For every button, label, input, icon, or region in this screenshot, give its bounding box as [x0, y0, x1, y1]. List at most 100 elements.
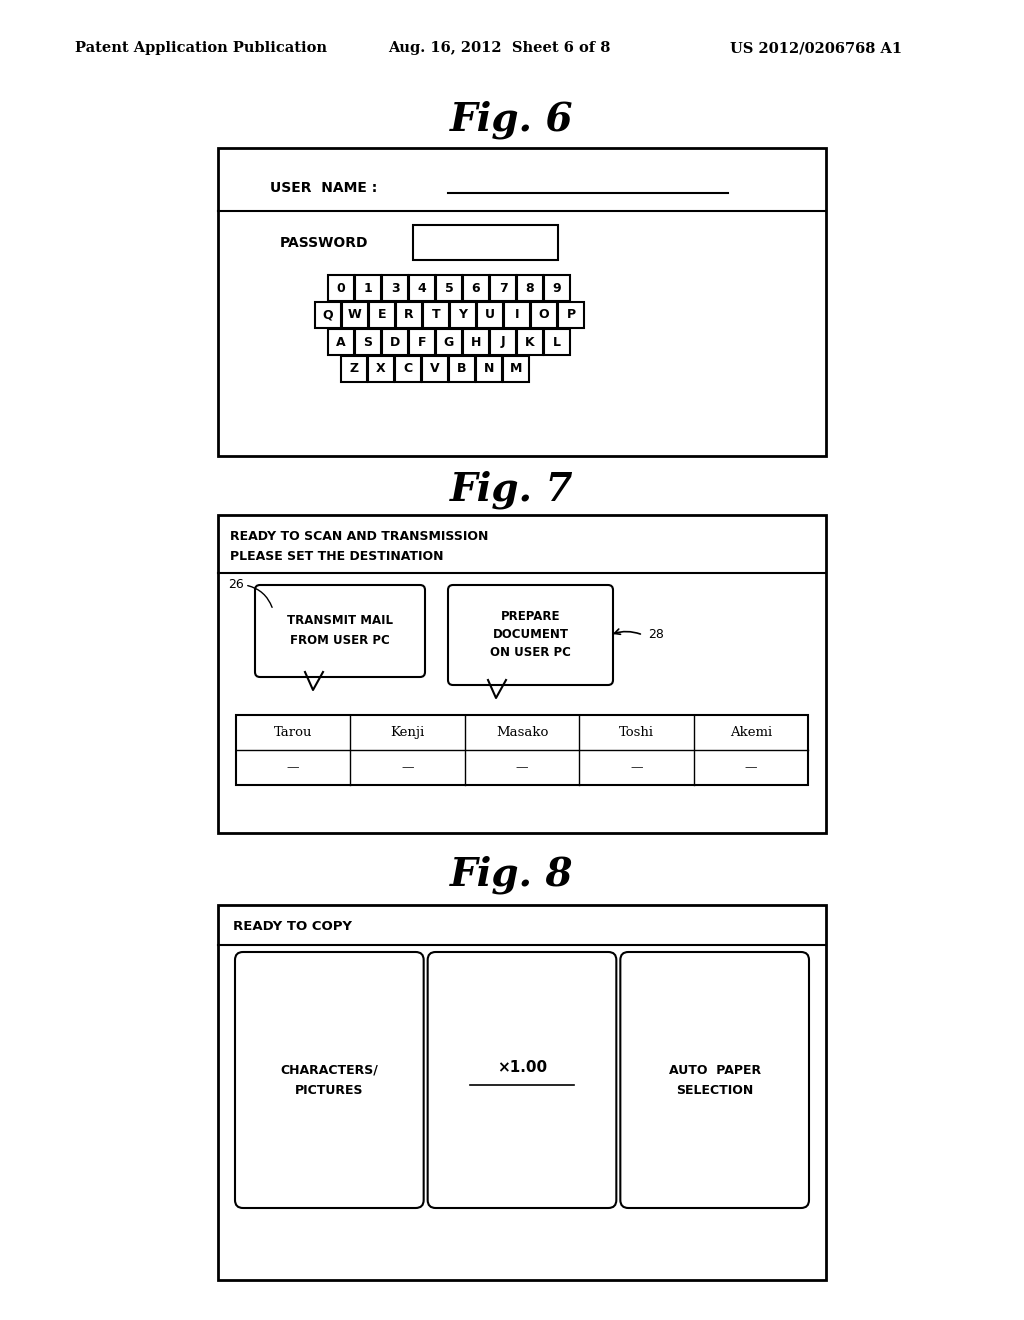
Text: US 2012/0206768 A1: US 2012/0206768 A1 [730, 41, 902, 55]
Text: —: — [744, 762, 757, 774]
Text: T: T [432, 309, 440, 322]
Bar [382, 329, 408, 355]
Text: B: B [458, 363, 467, 375]
Text: I: I [515, 309, 519, 322]
Text: PLEASE SET THE DESTINATION: PLEASE SET THE DESTINATION [230, 550, 443, 564]
FancyBboxPatch shape [428, 952, 616, 1208]
Text: Toshi: Toshi [618, 726, 654, 739]
Text: ×1.00: ×1.00 [497, 1060, 547, 1076]
Text: DOCUMENT: DOCUMENT [493, 628, 568, 642]
Text: Tarou: Tarou [274, 726, 312, 739]
Text: E: E [378, 309, 386, 322]
Text: J: J [501, 335, 505, 348]
Bar [477, 302, 503, 327]
Text: SELECTION: SELECTION [676, 1084, 754, 1097]
Text: V: V [430, 363, 440, 375]
Text: G: G [443, 335, 454, 348]
Bar [369, 302, 395, 327]
Bar [368, 356, 394, 381]
Text: C: C [403, 363, 413, 375]
Bar [218, 906, 826, 1280]
Bar [355, 275, 381, 301]
Bar [218, 148, 826, 455]
Bar [449, 356, 475, 381]
Text: TRANSMIT MAIL: TRANSMIT MAIL [287, 615, 393, 627]
FancyBboxPatch shape [234, 952, 424, 1208]
Text: 8: 8 [525, 281, 535, 294]
Text: D: D [390, 335, 400, 348]
Text: 0: 0 [337, 281, 345, 294]
Bar [436, 275, 462, 301]
Bar [342, 302, 368, 327]
Bar [463, 275, 489, 301]
Bar [531, 302, 557, 327]
Bar [409, 275, 435, 301]
Text: Masako: Masako [496, 726, 548, 739]
Text: W: W [348, 309, 361, 322]
Text: 26: 26 [228, 578, 244, 591]
Text: Aug. 16, 2012  Sheet 6 of 8: Aug. 16, 2012 Sheet 6 of 8 [388, 41, 610, 55]
Text: Fig. 7: Fig. 7 [451, 471, 573, 510]
Text: 1: 1 [364, 281, 373, 294]
Text: PICTURES: PICTURES [295, 1084, 364, 1097]
Text: 5: 5 [444, 281, 454, 294]
Bar [382, 275, 408, 301]
Text: 4: 4 [418, 281, 426, 294]
Text: USER  NAME :: USER NAME : [270, 181, 377, 195]
Bar [517, 275, 543, 301]
Text: ON USER PC: ON USER PC [490, 647, 571, 660]
Text: A: A [336, 335, 346, 348]
Text: —: — [630, 762, 643, 774]
Bar [236, 715, 808, 785]
Text: O: O [539, 309, 549, 322]
Text: U: U [485, 309, 495, 322]
Bar [423, 302, 449, 327]
Text: K: K [525, 335, 535, 348]
Bar [558, 302, 584, 327]
Text: Fig. 8: Fig. 8 [451, 855, 573, 894]
Text: —: — [401, 762, 414, 774]
Bar [504, 302, 530, 327]
Text: Q: Q [323, 309, 334, 322]
Bar [341, 356, 367, 381]
Text: F: F [418, 335, 426, 348]
Text: READY TO COPY: READY TO COPY [233, 920, 352, 933]
Text: —: — [287, 762, 299, 774]
Text: R: R [404, 309, 414, 322]
Bar [413, 224, 558, 260]
Bar [476, 356, 502, 381]
Bar [315, 302, 341, 327]
Text: PASSWORD: PASSWORD [280, 236, 369, 249]
Text: 28: 28 [648, 628, 664, 642]
Text: 3: 3 [391, 281, 399, 294]
Bar [450, 302, 476, 327]
Text: PREPARE: PREPARE [501, 610, 560, 623]
Bar [463, 329, 489, 355]
Text: X: X [376, 363, 386, 375]
Bar [409, 329, 435, 355]
Text: CHARACTERS/: CHARACTERS/ [281, 1064, 378, 1077]
Text: Y: Y [459, 309, 468, 322]
Text: S: S [364, 335, 373, 348]
Bar [490, 329, 516, 355]
Text: READY TO SCAN AND TRANSMISSION: READY TO SCAN AND TRANSMISSION [230, 531, 488, 544]
Text: Akemi: Akemi [730, 726, 772, 739]
Bar [436, 329, 462, 355]
Text: 9: 9 [553, 281, 561, 294]
Text: FROM USER PC: FROM USER PC [290, 635, 390, 648]
Text: M: M [510, 363, 522, 375]
Bar [218, 515, 826, 833]
Bar [328, 275, 354, 301]
FancyBboxPatch shape [255, 585, 425, 677]
Text: 6: 6 [472, 281, 480, 294]
Text: —: — [516, 762, 528, 774]
Bar [355, 329, 381, 355]
Bar [503, 356, 529, 381]
Text: L: L [553, 335, 561, 348]
FancyBboxPatch shape [449, 585, 613, 685]
Text: P: P [566, 309, 575, 322]
Bar [517, 329, 543, 355]
Text: Patent Application Publication: Patent Application Publication [75, 41, 327, 55]
Text: Fig. 6: Fig. 6 [451, 100, 573, 139]
Text: Kenji: Kenji [390, 726, 425, 739]
